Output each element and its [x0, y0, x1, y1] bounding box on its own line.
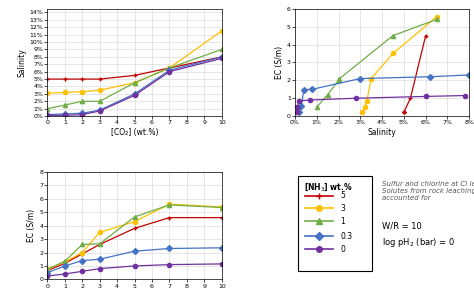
- Text: Sulfur and chlorine at Cl levels
Solutes from rock leaching
accounted for: Sulfur and chlorine at Cl levels Solutes…: [382, 180, 474, 201]
- Text: 0: 0: [340, 245, 345, 254]
- X-axis label: [CO₂] (wt.%): [CO₂] (wt.%): [111, 128, 158, 137]
- Text: log pH$_2$ (bar) = 0: log pH$_2$ (bar) = 0: [382, 236, 456, 249]
- Text: 5: 5: [340, 191, 345, 200]
- Text: 1: 1: [340, 217, 345, 226]
- Y-axis label: Salinity: Salinity: [18, 48, 27, 77]
- Y-axis label: EC (S/m): EC (S/m): [27, 209, 36, 242]
- Text: W/R = 10: W/R = 10: [382, 221, 422, 230]
- Y-axis label: EC (S/m): EC (S/m): [275, 46, 284, 79]
- Text: 3: 3: [340, 204, 345, 213]
- Text: [NH$_3$] wt.%: [NH$_3$] wt.%: [304, 180, 353, 193]
- FancyBboxPatch shape: [299, 176, 372, 271]
- X-axis label: Salinity: Salinity: [368, 128, 396, 137]
- Text: 0.3: 0.3: [340, 232, 352, 241]
